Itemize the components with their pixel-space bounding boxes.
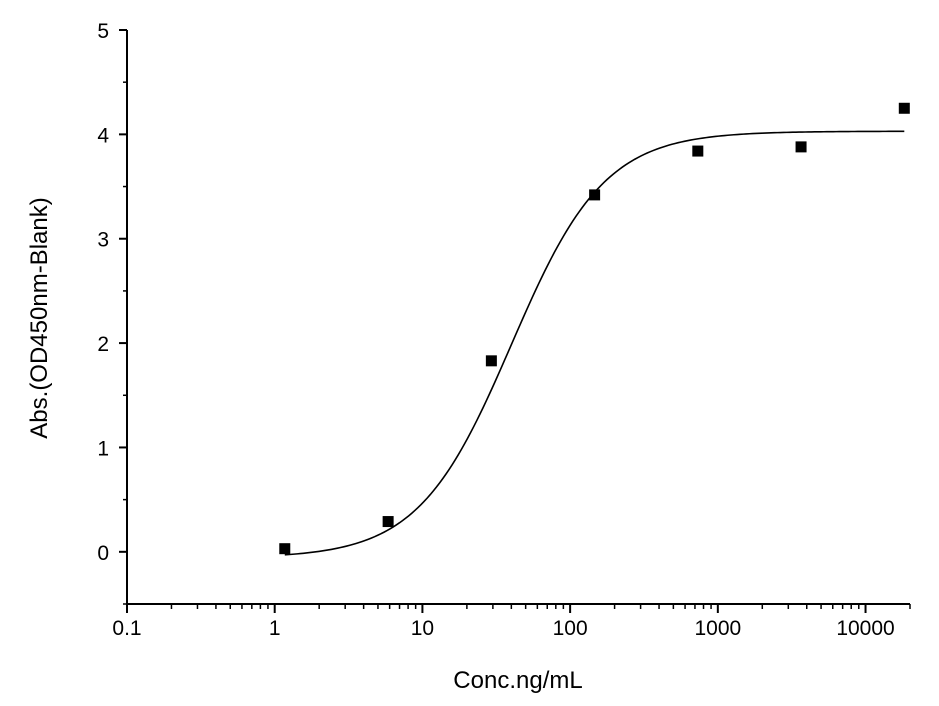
x-tick-label: 0.1 bbox=[112, 617, 141, 640]
y-tick-label: 4 bbox=[97, 124, 109, 147]
y-tick-label: 0 bbox=[97, 542, 109, 565]
data-point bbox=[589, 189, 601, 201]
y-axis-title: Abs.(OD450nm-Blank) bbox=[26, 197, 53, 438]
data-point bbox=[382, 516, 394, 528]
tick-labels: 0.1 1 10 100 1000 10000 0 1 2 3 4 5 bbox=[97, 20, 894, 640]
x-tick-label: 10 bbox=[411, 617, 434, 640]
axes bbox=[119, 29, 911, 613]
x-tick-label: 1 bbox=[269, 617, 281, 640]
x-tick-label: 10000 bbox=[836, 617, 894, 640]
data-point bbox=[279, 543, 291, 555]
data-point bbox=[795, 141, 807, 153]
data-points bbox=[279, 102, 910, 555]
data-point bbox=[898, 102, 910, 114]
data-point bbox=[692, 145, 704, 157]
x-tick-label: 1000 bbox=[694, 617, 741, 640]
x-axis-title: Conc.ng/mL bbox=[453, 667, 582, 694]
x-tick-label: 100 bbox=[553, 617, 588, 640]
y-tick-label: 1 bbox=[97, 437, 109, 460]
y-tick-label: 5 bbox=[97, 20, 109, 43]
y-tick-label: 2 bbox=[97, 333, 109, 356]
data-point bbox=[485, 355, 497, 367]
y-tick-label: 3 bbox=[97, 229, 109, 252]
